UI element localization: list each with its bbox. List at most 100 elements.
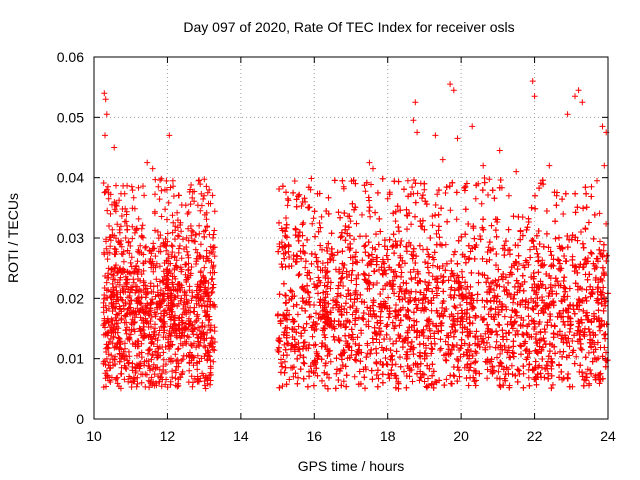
data-point [190, 354, 197, 361]
data-point [510, 343, 517, 350]
data-point [146, 365, 153, 372]
data-point [138, 300, 145, 307]
data-point [306, 294, 313, 301]
data-point [158, 175, 165, 182]
data-point [188, 227, 195, 234]
data-point [172, 375, 179, 382]
data-point [185, 252, 191, 259]
data-point [204, 329, 211, 336]
data-point [465, 382, 472, 389]
data-point [555, 257, 562, 264]
data-point [495, 321, 502, 328]
data-point [432, 212, 439, 219]
data-point [175, 345, 182, 352]
data-point [276, 291, 283, 298]
data-point [187, 349, 193, 356]
data-point [104, 344, 111, 351]
data-point [450, 251, 457, 258]
data-point [520, 363, 527, 370]
data-point [187, 201, 194, 208]
data-point [505, 226, 512, 233]
data-point [211, 347, 218, 354]
data-point [390, 231, 397, 238]
data-point [106, 365, 113, 372]
data-point [372, 246, 379, 253]
data-point [148, 374, 155, 381]
data-point [408, 343, 414, 350]
data-point [305, 204, 312, 211]
data-point [109, 280, 116, 287]
data-point [147, 346, 153, 353]
data-point [571, 360, 578, 367]
data-point [137, 314, 144, 321]
data-point [293, 203, 300, 210]
data-point [537, 370, 544, 377]
data-point [202, 344, 209, 351]
data-point [120, 182, 127, 189]
data-point [549, 381, 556, 388]
data-point [141, 192, 148, 199]
data-point [169, 243, 176, 250]
data-point [105, 265, 112, 272]
data-point [362, 271, 368, 278]
data-point [580, 205, 587, 212]
data-point [206, 186, 213, 193]
data-point [126, 353, 133, 360]
data-point [198, 202, 205, 209]
data-point [596, 380, 603, 387]
data-point [127, 331, 134, 338]
data-point [361, 374, 368, 381]
data-point [169, 342, 176, 348]
data-point [152, 348, 159, 355]
data-point [194, 291, 201, 298]
data-point [189, 328, 196, 335]
data-point [200, 274, 207, 280]
data-point [205, 348, 212, 355]
data-point [282, 292, 289, 299]
data-point [556, 234, 562, 241]
data-point [200, 329, 207, 336]
data-point [127, 375, 134, 382]
data-point [139, 334, 146, 341]
y-tick-label: 0.03 [57, 230, 84, 246]
data-point [208, 334, 215, 341]
data-point [276, 219, 282, 226]
data-point [552, 350, 559, 357]
data-point [423, 201, 430, 208]
data-point [368, 346, 375, 353]
data-point [199, 302, 205, 309]
data-point [149, 296, 156, 303]
data-point [480, 316, 487, 323]
data-point [114, 340, 121, 346]
data-point [436, 234, 443, 241]
data-point [163, 302, 170, 309]
data-point [335, 377, 342, 383]
data-point [151, 210, 158, 217]
data-point [121, 283, 127, 290]
data-point [189, 289, 196, 296]
data-point [374, 189, 381, 196]
data-point [486, 176, 493, 183]
data-point [194, 311, 201, 318]
data-point [279, 264, 286, 271]
data-point [334, 249, 341, 256]
data-point [409, 184, 416, 191]
data-point [153, 276, 160, 283]
data-point [196, 287, 203, 294]
data-point [282, 299, 289, 306]
data-point [357, 358, 364, 365]
data-point [147, 318, 154, 325]
data-point [113, 203, 120, 209]
data-point [181, 299, 188, 306]
data-point [193, 231, 200, 238]
data-point [175, 192, 182, 199]
data-point [509, 371, 516, 378]
data-point [462, 259, 469, 266]
data-point [135, 288, 142, 295]
data-point [343, 383, 350, 390]
data-point [152, 253, 159, 260]
data-point [132, 308, 139, 315]
data-point [128, 183, 135, 190]
data-point [120, 348, 127, 355]
data-point [211, 253, 218, 260]
